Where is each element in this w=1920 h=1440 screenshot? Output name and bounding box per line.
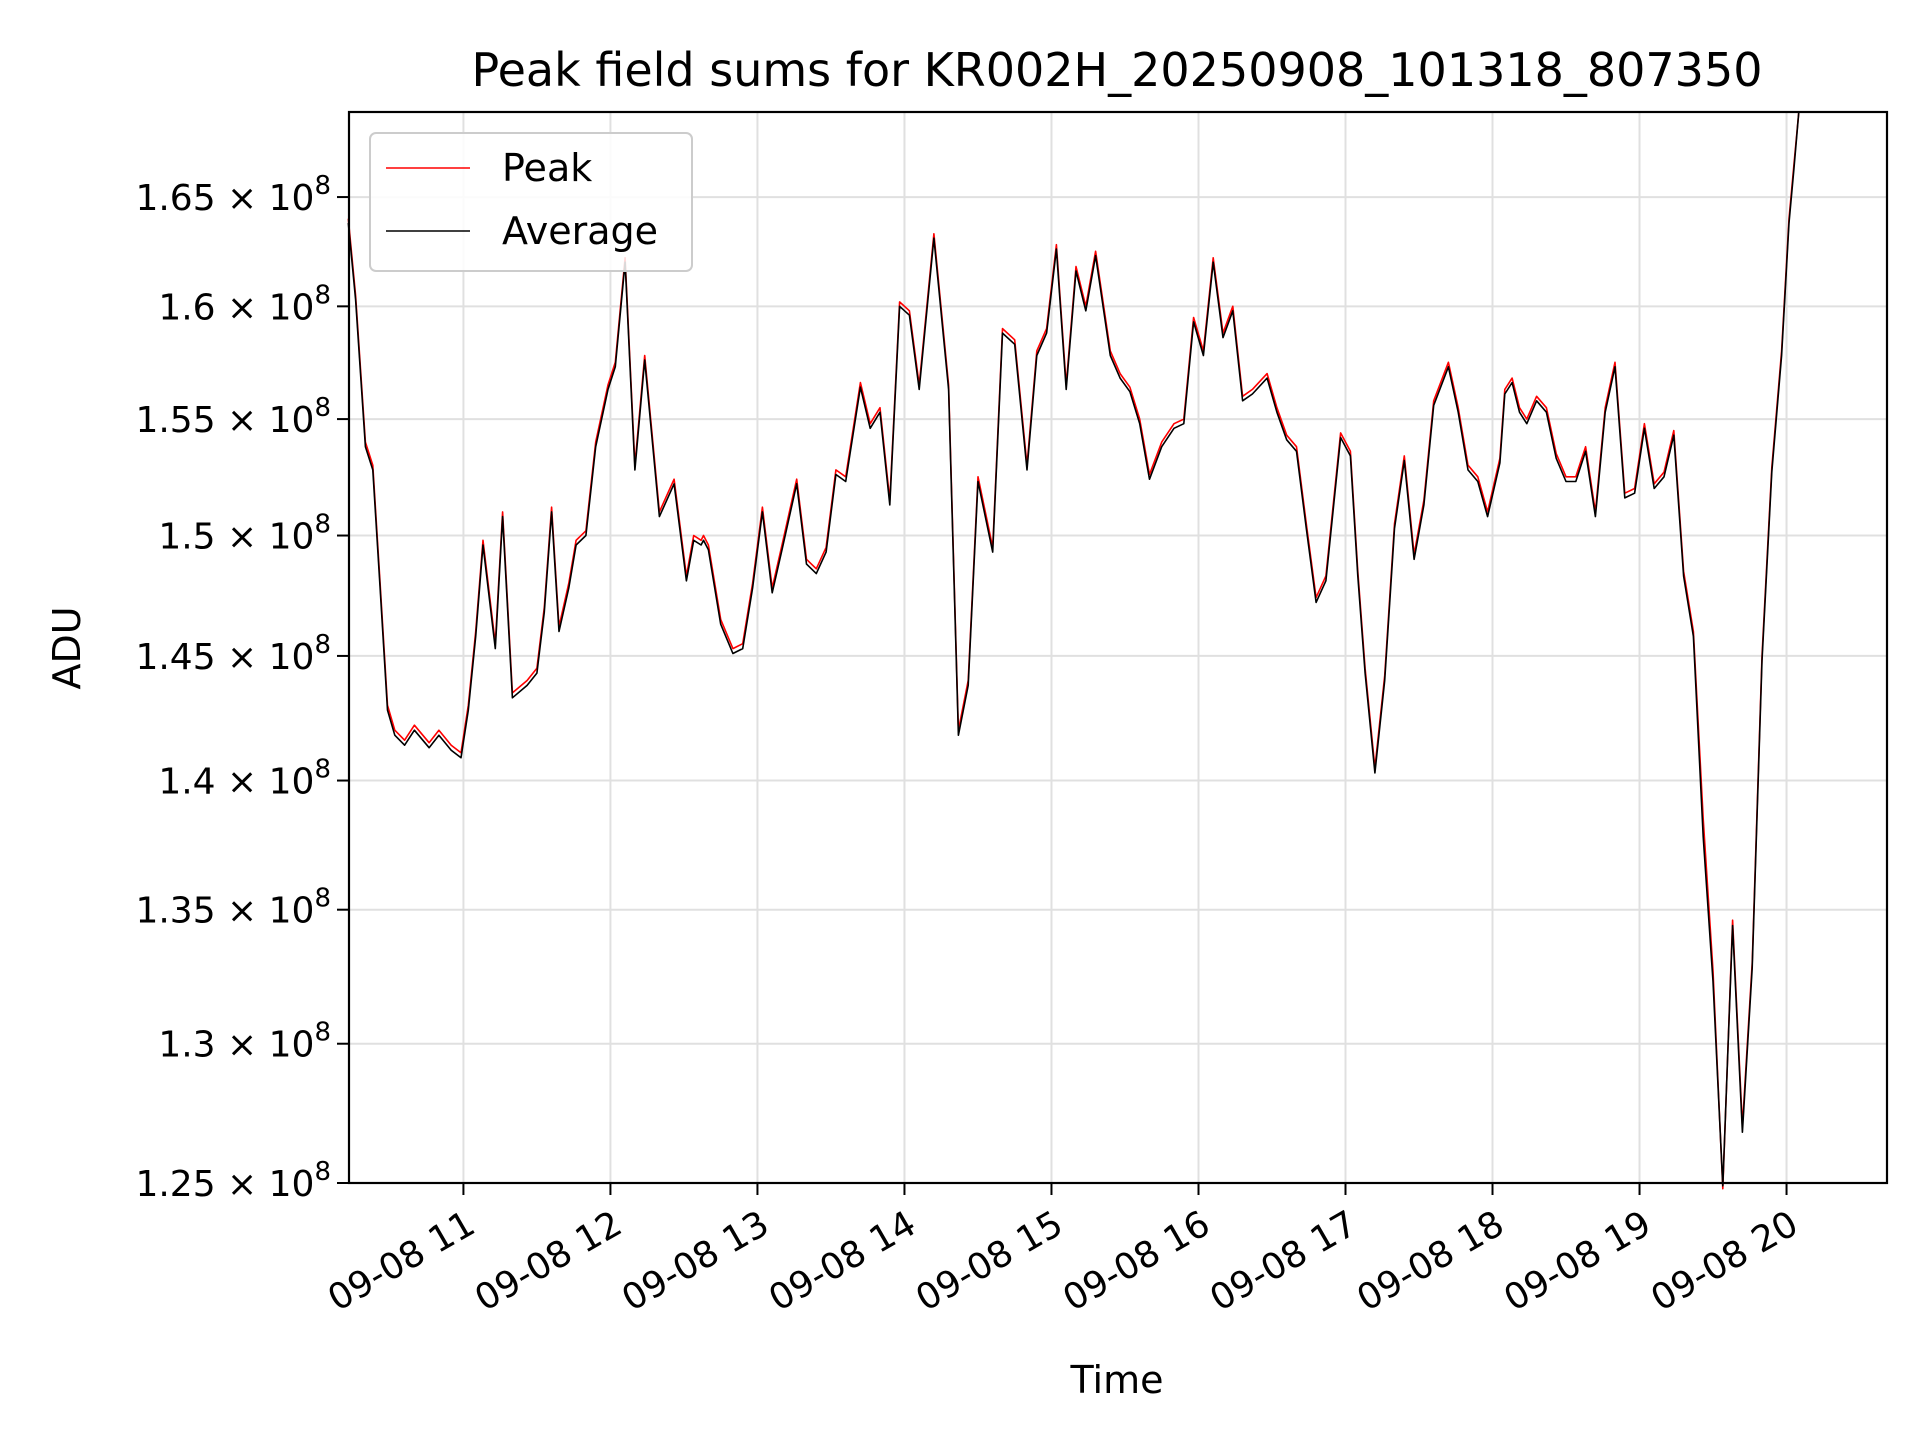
y-tick-label: 1.5 × 108 <box>158 510 331 558</box>
chart-title: Peak field sums for KR002H_20250908_1013… <box>472 43 1763 97</box>
legend-label-average: Average <box>502 209 658 253</box>
legend-label-peak: Peak <box>502 146 592 190</box>
y-tick-label: 1.25 × 108 <box>135 1157 331 1205</box>
y-axis-label: ADU <box>45 606 89 689</box>
series-lines <box>347 111 1800 1190</box>
y-tick-label: 1.45 × 108 <box>135 630 331 678</box>
x-axis-label: Time <box>1070 1358 1164 1402</box>
y-tick-label: 1.65 × 108 <box>135 171 331 219</box>
y-tick-label: 1.3 × 108 <box>158 1018 331 1066</box>
plot-frame <box>347 110 1889 1185</box>
y-axis-ticks: 1.25 × 108 1.3 × 108 1.35 × 108 1.4 × 108 1.… <box>135 171 349 1205</box>
series-line-average <box>347 111 1800 1187</box>
y-tick-label: 1.35 × 108 <box>135 884 331 932</box>
y-tick-label: 1.4 × 108 <box>158 755 331 803</box>
y-tick-label: 1.55 × 108 <box>135 393 331 441</box>
y-tick-label: 1.6 × 108 <box>158 280 331 328</box>
legend: Peak Average <box>369 132 693 272</box>
